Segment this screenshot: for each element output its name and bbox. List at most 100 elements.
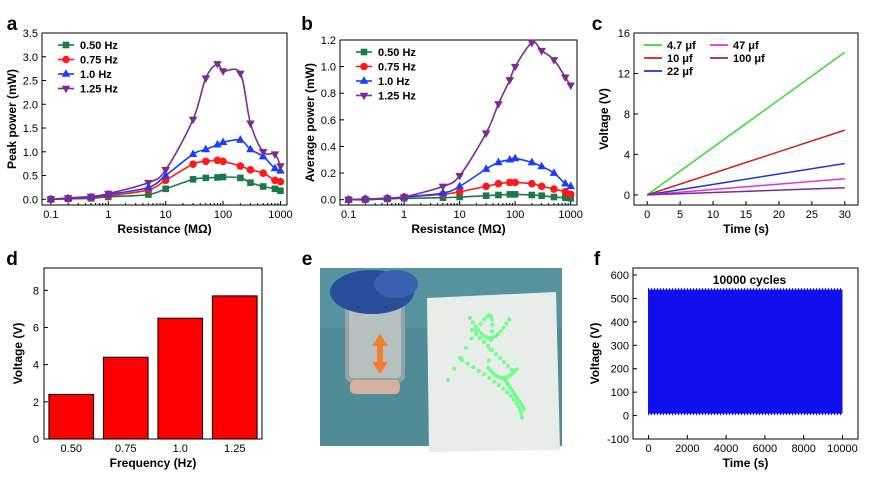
data-point [495, 191, 502, 199]
bar-0.75 [102, 356, 149, 440]
data-point [505, 77, 515, 85]
led-dot [498, 356, 502, 360]
led-dot [460, 358, 464, 362]
data-point [506, 191, 514, 198]
data-point [277, 187, 284, 195]
data-point [270, 163, 280, 172]
x-tick-label: 0 [645, 443, 651, 455]
data-point [438, 188, 448, 196]
legend-label: 0.75 Hz [80, 55, 118, 67]
led-dot [489, 317, 494, 322]
data-point [236, 70, 245, 79]
x-tick-label: 1000 [268, 209, 292, 221]
y-tick-label: 1.2 [321, 35, 336, 47]
glove-thumb [374, 270, 418, 298]
data-point [549, 168, 559, 176]
y-tick-label: 0.0 [321, 195, 336, 207]
led-dot [476, 368, 481, 373]
data-point [527, 39, 537, 48]
data-point [218, 137, 228, 146]
led-dot [489, 314, 494, 319]
data-point [270, 151, 280, 159]
helmet-led-icon [446, 313, 527, 420]
data-point [566, 82, 575, 91]
device-cylinder-highlight [349, 300, 401, 378]
panel-label-c: c [592, 14, 603, 35]
x-tick-label: 20 [773, 209, 785, 221]
data-point [188, 116, 198, 125]
data-point [201, 144, 211, 153]
bar-0.50 [48, 393, 95, 440]
x-tick-label: 1000 [558, 209, 582, 221]
data-point [218, 68, 228, 76]
data-point [62, 55, 70, 64]
series-1.25 Hz [46, 61, 285, 205]
led-dot [482, 317, 487, 322]
x-tick-label: 1 [401, 209, 407, 221]
data-point [161, 176, 170, 185]
x-tick-label: 30 [839, 209, 851, 221]
led-dot [514, 367, 519, 372]
y-tick-label: 4 [33, 360, 39, 372]
y-tick-label: 100 [611, 387, 629, 399]
data-point [481, 130, 491, 138]
data-point [258, 148, 268, 157]
data-point [360, 48, 368, 56]
data-point [202, 174, 210, 182]
data-point [494, 179, 503, 188]
data-point [438, 183, 448, 192]
data-point [246, 144, 255, 153]
data-point [213, 139, 222, 148]
x-tick-label: 2000 [675, 443, 699, 455]
led-dot [476, 328, 481, 333]
led-dot [474, 332, 478, 336]
chart-d: 0 2 4 6 8 0.50 0.75 1.0 1.25 Frequency (Hz) Voltag… [11, 267, 263, 470]
led-dot [463, 345, 468, 350]
data-point [482, 192, 490, 199]
x-tick-label: 10 [160, 209, 172, 221]
data-point [236, 162, 245, 170]
led-dot [465, 361, 470, 366]
y-tick-label: 8 [624, 109, 630, 121]
panel-label-e: e [302, 249, 313, 270]
led-dot [470, 320, 475, 325]
data-point [482, 182, 490, 191]
x-tick-label: 10 [707, 209, 719, 221]
y-tick-label: 0.6 [321, 115, 336, 127]
x-tick-label: 15 [740, 209, 752, 221]
legend-label: 1.25 Hz [378, 91, 416, 103]
data-point [189, 176, 197, 183]
data-point [246, 166, 255, 174]
panel-label-a: a [7, 14, 18, 35]
y-axis-label: Peak power (mW) [5, 69, 19, 169]
x-axis-label: Time (s) [723, 456, 769, 470]
data-point [455, 181, 464, 190]
y-tick-label: 400 [611, 317, 629, 329]
data-point [550, 185, 558, 193]
y-tick-label: 300 [611, 340, 629, 352]
double-arrow-icon [372, 334, 388, 374]
y-tick-label: 2.0 [23, 99, 38, 111]
data-point [566, 190, 575, 199]
x-axis-label: Time (s) [723, 222, 769, 236]
data-point [247, 179, 254, 186]
y-tick-label: 0 [623, 411, 629, 423]
led-dot [522, 406, 527, 411]
y-tick-label: 0.8 [321, 88, 336, 100]
y-tick-label: 12 [618, 68, 630, 80]
led-dot [489, 329, 494, 334]
led-dot [514, 401, 519, 406]
data-point [361, 196, 370, 205]
data-point [86, 193, 96, 202]
y-tick-label: 0.5 [23, 171, 38, 183]
legend-label: 10 μf [667, 53, 693, 65]
led-dot [471, 365, 476, 370]
data-point [359, 76, 369, 84]
y-tick-label: 2.5 [23, 76, 38, 88]
legend-label: 47 μf [733, 40, 759, 52]
panel-label-d: d [6, 249, 18, 270]
data-point [219, 157, 227, 166]
led-dot [496, 383, 501, 388]
data-point [189, 160, 197, 168]
data-point [161, 167, 170, 175]
